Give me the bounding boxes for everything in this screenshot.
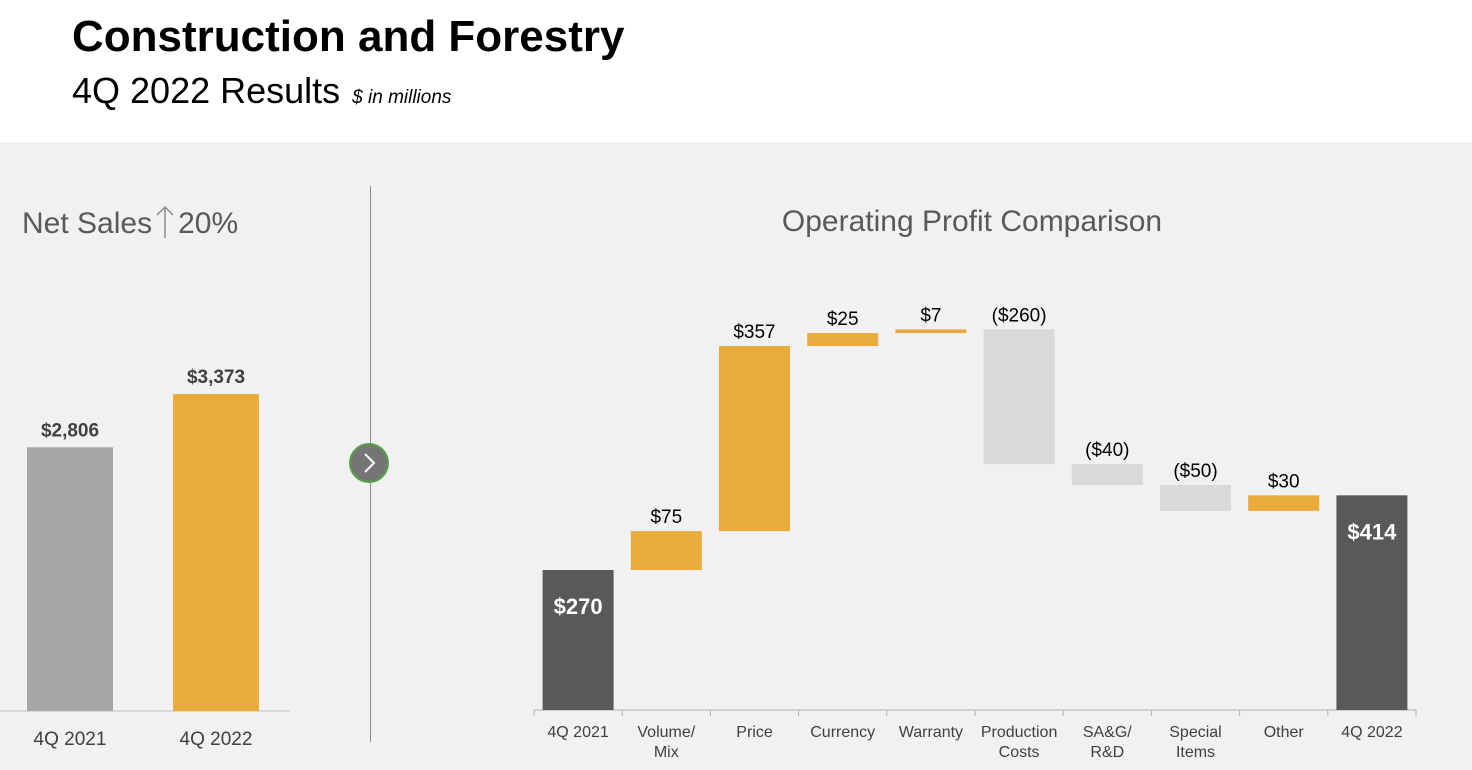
unit-note: $ in millions [352, 87, 452, 108]
waterfall-value-label: $357 [733, 322, 775, 343]
waterfall-category-label: Other [1264, 724, 1305, 741]
waterfall-category-label: Costs [999, 744, 1040, 761]
waterfall-value-label: $25 [827, 309, 859, 330]
waterfall-bar-6 [1071, 464, 1143, 485]
next-button[interactable] [349, 443, 389, 483]
operating-profit-title-text: Operating Profit Comparison [781, 205, 1163, 238]
page-title: Construction and Forestry [72, 12, 625, 61]
waterfall-value-label: ($260) [992, 305, 1047, 326]
waterfall-bar-9 [1336, 495, 1408, 710]
waterfall-bar-7 [1160, 484, 1231, 511]
waterfall-bar-2 [719, 346, 790, 532]
waterfall-value-label: ($40) [1085, 440, 1129, 461]
net-sales-title: Net Sales 20% [22, 205, 238, 241]
waterfall-category-label: Items [1176, 744, 1215, 761]
waterfall-category-label: Mix [654, 744, 679, 761]
waterfall-category-label: SA&G/ [1083, 724, 1132, 741]
waterfall-category-label: Warranty [899, 724, 963, 741]
up-arrow-icon [156, 205, 174, 238]
waterfall-category-label: Currency [810, 724, 875, 741]
waterfall-bar-0 [542, 570, 614, 710]
chevron-right-icon [364, 453, 376, 473]
waterfall-category-label: Price [736, 724, 773, 741]
waterfall-bar-5 [983, 329, 1055, 465]
waterfall-value-label: $7 [920, 305, 941, 326]
waterfall-bar-4 [895, 329, 967, 334]
waterfall-category-label: Volume/ [637, 724, 695, 741]
subtitle-text: 4Q 2022 Results [72, 70, 341, 111]
waterfall-bar-3 [807, 333, 879, 346]
operating-profit-title: Operating Profit Comparison [0, 205, 1472, 239]
net-sales-value-label: $2,806 [41, 420, 99, 441]
waterfall-value-label: $75 [650, 507, 682, 528]
waterfall-category-label: Production [981, 724, 1058, 741]
waterfall-bar-1 [630, 531, 702, 570]
net-sales-value-label: $3,373 [187, 367, 245, 388]
waterfall-value-label: $30 [1268, 471, 1300, 492]
waterfall-category-label: Special [1169, 724, 1221, 741]
net-sales-bar-1 [173, 394, 259, 711]
net-sales-change: 20% [178, 207, 239, 240]
net-sales-category-label: 4Q 2022 [180, 729, 253, 750]
waterfall-category-label: 4Q 2022 [1341, 724, 1402, 741]
net-sales-label: Net Sales [22, 207, 153, 240]
net-sales-bar-0 [27, 447, 113, 711]
waterfall-bar-8 [1248, 495, 1320, 511]
net-sales-category-label: 4Q 2021 [34, 729, 107, 750]
waterfall-value-label: $270 [554, 594, 603, 619]
waterfall-category-label: 4Q 2021 [547, 724, 608, 741]
net-sales-chart: $2,806 4Q 2021 $3,373 4Q 2022 [0, 367, 290, 750]
page-subtitle: 4Q 2022 Results $ in millions [72, 70, 451, 112]
waterfall-category-label: R&D [1090, 744, 1124, 761]
waterfall-value-label: $414 [1347, 519, 1397, 544]
waterfall-value-label: ($50) [1173, 461, 1217, 482]
